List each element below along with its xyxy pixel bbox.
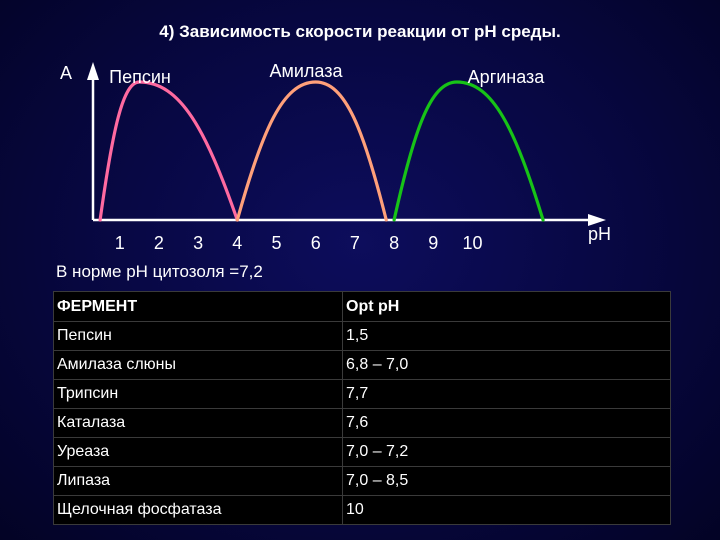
y-axis-label: А	[60, 63, 72, 83]
series-label: Аргиназа	[468, 67, 546, 87]
x-axis-label: рН	[588, 224, 611, 244]
x-axis-arrow-icon	[588, 214, 606, 226]
slide-title: 4) Зависимость скорости реакции от рН ср…	[159, 22, 561, 41]
x-tick-label: 4	[232, 233, 242, 253]
enzyme-name-cell: Каталаза	[53, 408, 343, 438]
x-tick-label: 2	[154, 233, 164, 253]
series-label: Амилаза	[269, 61, 343, 81]
enzyme-name-cell: Щелочная фосфатаза	[53, 495, 343, 525]
column-header-opt-ph: Opt рН	[342, 291, 671, 322]
table-row: Трипсин 7,7	[53, 379, 671, 409]
curve-2	[235, 80, 388, 222]
curve-1	[98, 80, 239, 222]
series-label: Пепсин	[109, 67, 171, 87]
opt-ph-cell: 7,0 – 7,2	[342, 437, 671, 467]
x-tick-label: 8	[389, 233, 399, 253]
table-row: Амилаза слюны 6,8 – 7,0	[53, 350, 671, 380]
opt-ph-cell: 7,6	[342, 408, 671, 438]
table-row: Каталаза 7,6	[53, 408, 671, 438]
enzyme-name-cell: Трипсин	[53, 379, 343, 409]
opt-ph-cell: 10	[342, 495, 671, 525]
x-tick-label: 1	[115, 233, 125, 253]
chart-labels: АрН 1 2 3 4 5 6 7 8 9 10 Пепсин Амилаза Аргиназа	[60, 61, 611, 253]
table-row: Липаза 7,0 – 8,5	[53, 466, 671, 496]
chart-axes	[87, 62, 606, 226]
enzyme-optimum-table: ФЕРМЕНТ Opt рН Пепсин 1,5 Амилаза слюны …	[53, 291, 671, 525]
x-tick-label: 5	[271, 233, 281, 253]
table-header-row: ФЕРМЕНТ Opt рН	[53, 291, 671, 322]
x-tick-label: 6	[311, 233, 321, 253]
cytosol-ph-note: В норме рН цитозоля =7,2	[56, 262, 263, 281]
opt-ph-cell: 1,5	[342, 321, 671, 351]
table-row: Щелочная фосфатаза 10	[53, 495, 671, 525]
opt-ph-cell: 6,8 – 7,0	[342, 350, 671, 380]
curve-3	[392, 80, 545, 222]
x-tick-label: 7	[350, 233, 360, 253]
table-row: Уреаза 7,0 – 7,2	[53, 437, 671, 467]
table-row: Пепсин 1,5	[53, 321, 671, 351]
enzyme-name-cell: Уреаза	[53, 437, 343, 467]
enzyme-curves	[98, 80, 545, 222]
opt-ph-cell: 7,0 – 8,5	[342, 466, 671, 496]
column-header-enzyme: ФЕРМЕНТ	[53, 291, 343, 322]
opt-ph-cell: 7,7	[342, 379, 671, 409]
x-tick-label: 9	[428, 233, 438, 253]
enzyme-name-cell: Амилаза слюны	[53, 350, 343, 380]
x-tick-label: 10	[462, 233, 482, 253]
ph-activity-chart: АрН 1 2 3 4 5 6 7 8 9 10 Пепсин Амилаза Аргиназа	[60, 61, 611, 253]
x-tick-label: 3	[193, 233, 203, 253]
y-axis-arrow-icon	[87, 62, 99, 80]
enzyme-name-cell: Липаза	[53, 466, 343, 496]
enzyme-name-cell: Пепсин	[53, 321, 343, 351]
